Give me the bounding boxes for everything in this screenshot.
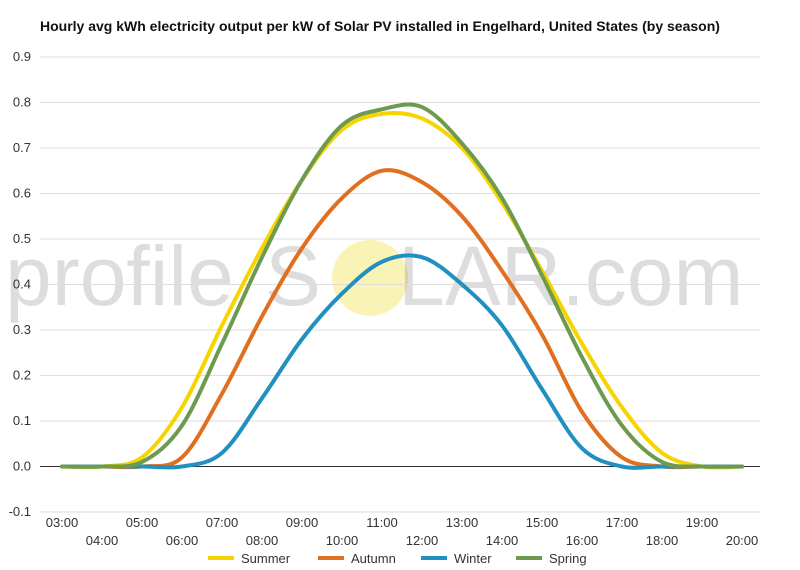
y-tick-label: 0.4 bbox=[13, 277, 31, 292]
series-line-winter bbox=[60, 253, 744, 470]
x-tick-label: 05:00 bbox=[126, 515, 159, 530]
series-line-summer bbox=[60, 110, 744, 470]
legend: Summer Autumn Winter Spring bbox=[208, 551, 587, 566]
watermark-text-middle: S bbox=[265, 229, 321, 323]
legend-label-winter: Winter bbox=[454, 551, 492, 566]
x-tick-label: 12:00 bbox=[406, 533, 439, 548]
x-tick-label: 15:00 bbox=[526, 515, 559, 530]
x-tick-label: 13:00 bbox=[446, 515, 479, 530]
x-tick-label: 14:00 bbox=[486, 533, 519, 548]
y-tick-label: 0.7 bbox=[13, 140, 31, 155]
x-tick-label: 10:00 bbox=[326, 533, 359, 548]
x-tick-label: 18:00 bbox=[646, 533, 679, 548]
y-tick-label: 0.8 bbox=[13, 95, 31, 110]
y-tick-label: -0.1 bbox=[9, 504, 31, 519]
x-tick-label: 04:00 bbox=[86, 533, 119, 548]
x-tick-label: 11:00 bbox=[366, 515, 398, 530]
grid-lines bbox=[40, 56, 760, 513]
x-tick-label: 07:00 bbox=[206, 515, 239, 530]
y-tick-label: 0.6 bbox=[13, 186, 31, 201]
x-tick-label: 03:00 bbox=[46, 515, 79, 530]
x-tick-label: 08:00 bbox=[246, 533, 279, 548]
x-tick-label: 17:00 bbox=[606, 515, 639, 530]
y-tick-label: 0.0 bbox=[13, 459, 31, 474]
series-lines bbox=[60, 102, 744, 470]
legend-label-summer: Summer bbox=[241, 551, 291, 566]
x-axis-ticks: 03:00 04:00 05:00 06:00 07:00 08:00 09:00 10:00… bbox=[46, 515, 759, 548]
x-tick-label: 20:00 bbox=[726, 533, 759, 548]
x-tick-label: 09:00 bbox=[286, 515, 319, 530]
series-line-spring bbox=[60, 102, 744, 469]
y-tick-label: 0.5 bbox=[13, 231, 31, 246]
x-tick-label: 06:00 bbox=[166, 533, 199, 548]
x-tick-label: 19:00 bbox=[686, 515, 719, 530]
watermark-logo: profile S LAR.com bbox=[5, 229, 743, 323]
y-tick-label: 0.9 bbox=[13, 49, 31, 64]
chart-title: Hourly avg kWh electricity output per kW… bbox=[40, 18, 720, 34]
series-line-autumn bbox=[60, 168, 744, 470]
y-tick-label: 0.1 bbox=[13, 413, 31, 428]
watermark-text-left: profile bbox=[5, 229, 234, 323]
legend-label-autumn: Autumn bbox=[351, 551, 396, 566]
y-axis-ticks: -0.1 0.0 0.1 0.2 0.3 0.4 0.5 0.6 0.7 0.8 0.9 bbox=[9, 49, 31, 519]
watermark-text-right: LAR.com bbox=[398, 229, 743, 323]
watermark-sun bbox=[332, 240, 408, 316]
legend-label-spring: Spring bbox=[549, 551, 587, 566]
y-tick-label: 0.2 bbox=[13, 368, 31, 383]
y-tick-label: 0.3 bbox=[13, 322, 31, 337]
x-tick-label: 16:00 bbox=[566, 533, 599, 548]
